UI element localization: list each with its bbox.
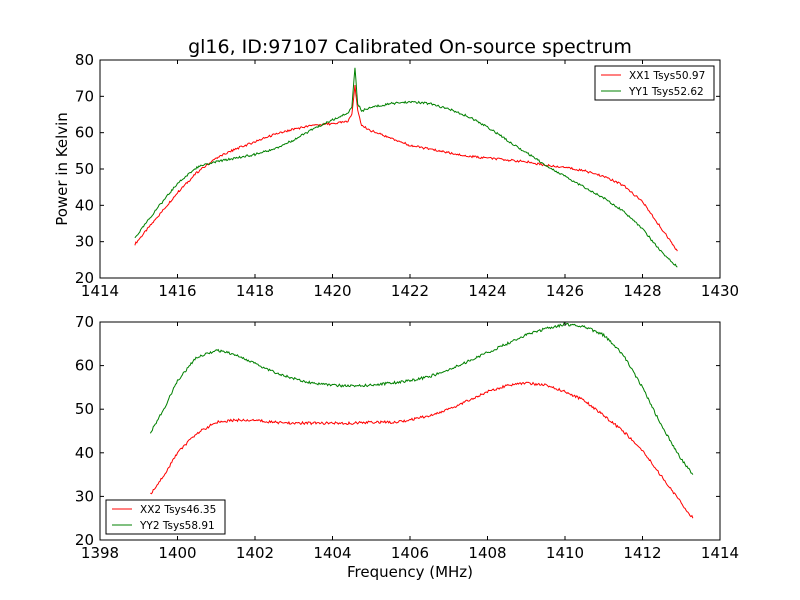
top-x-tick-label: 1428 [623, 282, 661, 300]
bottom-x-tick-label: 1400 [158, 544, 196, 562]
top-x-tick-label: 1422 [391, 282, 429, 300]
top-chart-title: gl16, ID:97107 Calibrated On-source spec… [188, 36, 632, 58]
top-y-tick-label: 80 [75, 51, 94, 69]
top-x-tick-label: 1420 [313, 282, 351, 300]
bottom-x-tick-label: 1398 [81, 544, 119, 562]
top-series-line-xx1 [134, 84, 678, 252]
bottom-x-tick-label: 1414 [701, 544, 739, 562]
top-legend-entry: XX1 Tsys50.97 [629, 70, 705, 82]
top-x-tick-label: 1424 [468, 282, 506, 300]
top-y-tick-label: 60 [75, 124, 94, 142]
top-y-tick-label: 50 [75, 160, 94, 178]
bottom-legend: XX2 Tsys46.35 YY2 Tsys58.91 [105, 499, 226, 535]
top-x-tick-label: 1416 [158, 282, 196, 300]
top-x-tick-label: 1418 [236, 282, 274, 300]
bottom-spectrum-panel: Frequency (MHz) 1398 1400 1402 1404 1406 1408… [75, 313, 739, 581]
bottom-x-axis-label: Frequency (MHz) [347, 563, 473, 581]
top-y-tick-label: 20 [75, 269, 94, 287]
bottom-x-tick-label: 1410 [546, 544, 584, 562]
bottom-x-tick-label: 1406 [391, 544, 429, 562]
top-series-line-yy1 [134, 67, 678, 268]
top-spectrum-panel: gl16, ID:97107 Calibrated On-source spec… [53, 36, 739, 300]
bottom-y-tick-label: 40 [75, 444, 94, 462]
bottom-legend-entry: XX2 Tsys46.35 [140, 504, 216, 516]
bottom-x-tick-label: 1408 [468, 544, 506, 562]
bottom-y-tick-label: 30 [75, 487, 94, 505]
bottom-x-tick-label: 1402 [236, 544, 274, 562]
top-legend: XX1 Tsys50.97 YY1 Tsys52.62 [594, 65, 715, 101]
top-y-tick-label: 70 [75, 87, 94, 105]
bottom-legend-box [105, 499, 226, 535]
bottom-x-tick-label: 1404 [313, 544, 351, 562]
top-y-tick-label: 40 [75, 196, 94, 214]
top-x-tick-label: 1430 [701, 282, 739, 300]
bottom-y-tick-label: 60 [75, 357, 94, 375]
top-x-tick-label: 1414 [81, 282, 119, 300]
bottom-legend-entry: YY2 Tsys58.91 [139, 520, 215, 532]
bottom-x-tick-label: 1412 [623, 544, 661, 562]
top-legend-entry: YY1 Tsys52.62 [628, 86, 704, 98]
top-legend-box [594, 65, 715, 101]
bottom-y-tick-label: 50 [75, 400, 94, 418]
bottom-y-tick-label: 70 [75, 313, 94, 331]
bottom-series-line-yy2 [149, 322, 694, 475]
bottom-y-tick-label: 20 [75, 531, 94, 549]
bottom-series-line-xx2 [150, 381, 694, 519]
top-y-tick-label: 30 [75, 233, 94, 251]
top-x-tick-label: 1426 [546, 282, 584, 300]
top-y-axis-label: Power in Kelvin [53, 112, 71, 226]
